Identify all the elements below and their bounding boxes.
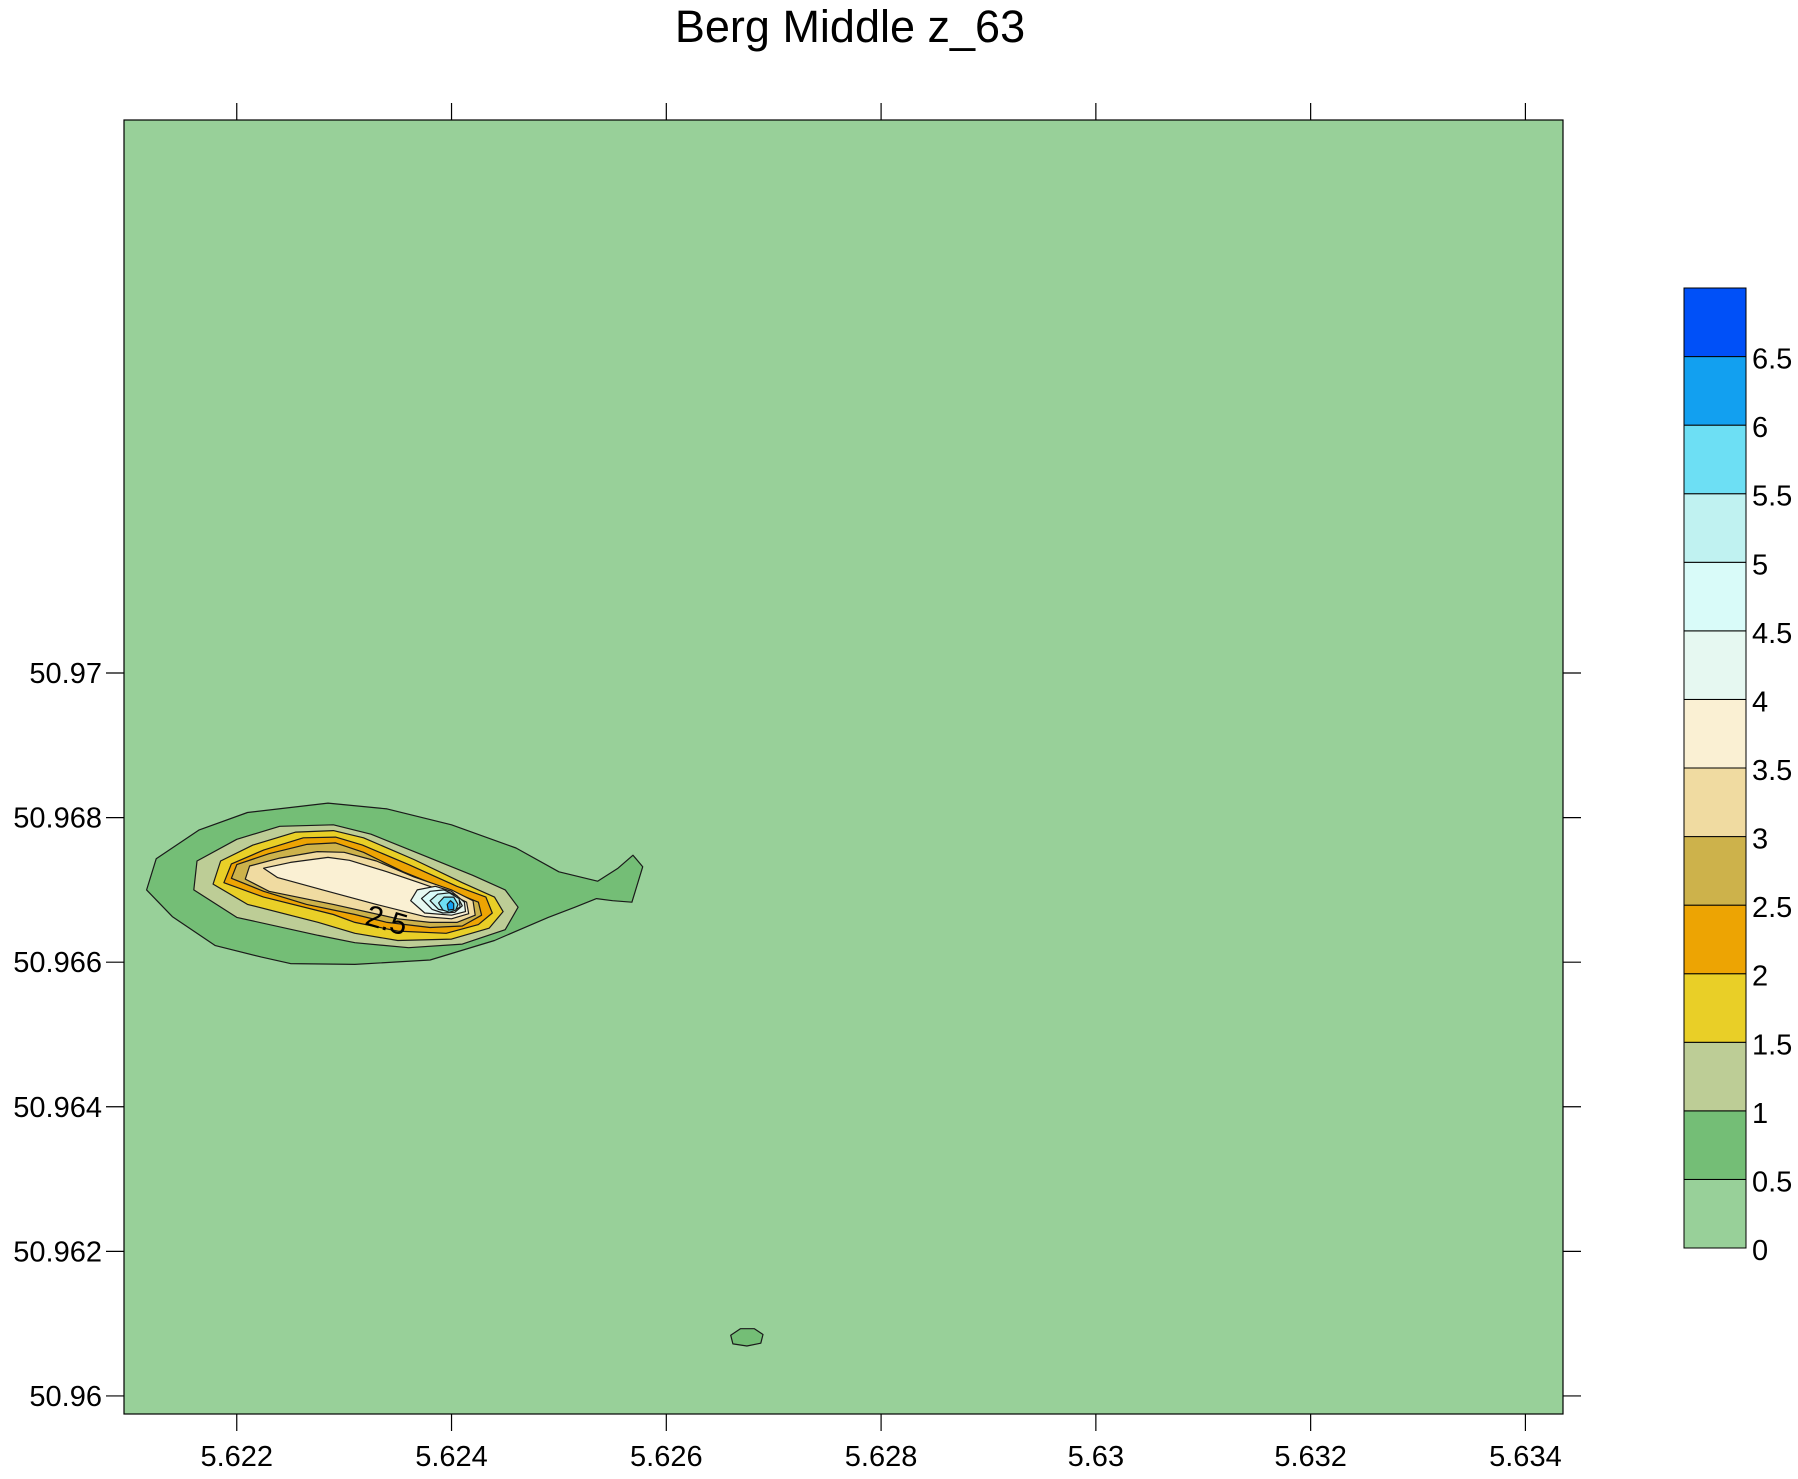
chart-title: Berg Middle z_63 — [675, 1, 1025, 52]
colorbar-label: 5.5 — [1752, 481, 1792, 513]
x-tick-label: 5.63 — [1068, 1441, 1124, 1473]
colorbar-segment-11 — [1683, 424, 1747, 495]
colorbar-segment-5 — [1683, 836, 1747, 906]
colorbar-label: 0 — [1752, 1235, 1768, 1267]
colorbar-label: 1.5 — [1752, 1029, 1792, 1061]
axes: 5.622 5.624 5.626 5.628 5.63 5.632 5.634 50.96 5… — [13, 103, 1581, 1473]
y-tick-label: 50.966 — [13, 947, 102, 979]
colorbar-label: 5 — [1752, 549, 1768, 581]
colorbar-label: 2 — [1752, 961, 1768, 993]
colorbar-label: 6 — [1752, 412, 1768, 444]
x-tick-label: 5.626 — [630, 1441, 703, 1473]
y-tick-label: 50.96 — [29, 1381, 102, 1413]
colorbar-label: 6.5 — [1752, 344, 1792, 376]
colorbar-label: 2.5 — [1752, 892, 1792, 924]
x-tick-label: 5.634 — [1489, 1441, 1562, 1473]
colorbar-segment-12 — [1683, 356, 1747, 426]
colorbar-segment-8 — [1683, 630, 1747, 700]
colorbar-segment-3 — [1683, 973, 1747, 1043]
y-tick-label: 50.964 — [13, 1092, 102, 1124]
x-tick-label: 5.632 — [1274, 1441, 1347, 1473]
colorbar-segment-13 — [1683, 287, 1747, 358]
colorbar-label: 4 — [1752, 686, 1768, 718]
colorbar-segment-9 — [1683, 561, 1747, 632]
colorbar-segment-1 — [1683, 1110, 1747, 1180]
x-tick-label: 5.624 — [415, 1441, 488, 1473]
y-tick-label: 50.97 — [29, 658, 102, 690]
x-tick-label: 5.628 — [845, 1441, 918, 1473]
colorbar-label: 4.5 — [1752, 618, 1792, 650]
plot-area: 2.5 — [124, 120, 1563, 1414]
colorbar-segment-4 — [1683, 904, 1747, 975]
contour-region-11 — [446, 900, 455, 911]
colorbar-label: 3 — [1752, 824, 1768, 856]
colorbar-segment-7 — [1683, 698, 1747, 769]
colorbar-segment-10 — [1683, 493, 1747, 563]
contour-region-12 — [730, 1328, 764, 1347]
colorbar-label: 3.5 — [1752, 755, 1792, 787]
y-tick-label: 50.962 — [13, 1236, 102, 1268]
contour-background-fill — [124, 120, 1563, 1414]
colorbar-segment-0 — [1683, 1178, 1747, 1249]
colorbar-segment-6 — [1683, 767, 1747, 838]
plot-frame — [123, 119, 1564, 1415]
colorbar-label: 1 — [1752, 1098, 1768, 1130]
colorbar: 0 0.5 1 1.5 2 2.5 3 3.5 4 4.5 5 5.5 6 6.5 — [1683, 287, 1792, 1267]
x-tick-label: 5.622 — [200, 1441, 273, 1473]
y-tick-label: 50.968 — [13, 803, 102, 835]
colorbar-segment-2 — [1683, 1041, 1747, 1112]
colorbar-label: 0.5 — [1752, 1166, 1792, 1198]
